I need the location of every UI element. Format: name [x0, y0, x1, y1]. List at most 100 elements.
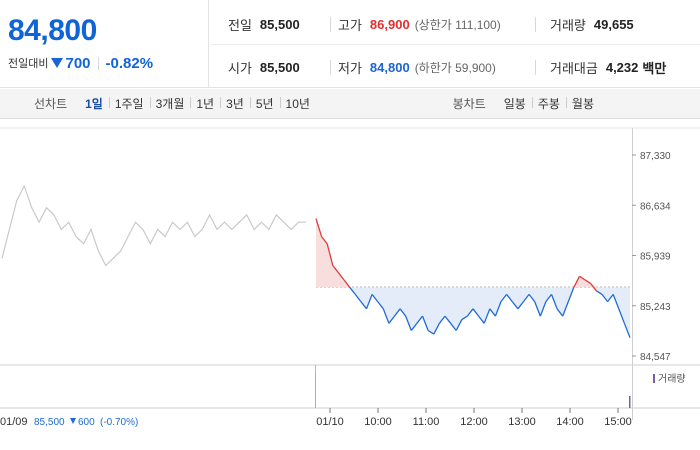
price-segment-down — [556, 308, 564, 317]
price-segment-down — [489, 308, 496, 317]
price-segment-down — [438, 315, 446, 324]
footer-rate: (-0.70%) — [100, 417, 138, 428]
stock-summary: 84,800 전일대비 700 -0.82% 전일 85,500 고가 86,9… — [0, 0, 700, 88]
daily-candle-tab[interactable]: 일봉 — [503, 97, 526, 111]
prev-day-date-label: 01/09 — [0, 416, 28, 428]
period-1y-tab[interactable]: 1년 — [190, 95, 220, 112]
x-tick-label: 12:00 — [460, 416, 488, 428]
x-tick-label: 01/10 — [316, 416, 344, 428]
price-segment-up — [579, 275, 586, 281]
price-segment-down — [612, 294, 620, 310]
open-label: 시가 — [228, 60, 252, 76]
lower-limit: (하한가 59,900) — [414, 60, 496, 75]
divider — [535, 17, 536, 32]
price-segment-down — [607, 294, 614, 302]
price-segment-down — [494, 301, 502, 317]
price-segment-down — [596, 290, 603, 295]
price-segment-down — [623, 323, 631, 338]
y-tick-label: 87,330 — [640, 151, 671, 162]
volume-value: 49,655 — [593, 16, 634, 32]
x-tick-label: 14:00 — [556, 416, 584, 428]
volume-label: 거래량 — [550, 17, 586, 33]
price-segment-down — [567, 286, 575, 302]
low-label: 저가 — [338, 60, 362, 76]
volume-legend-label: 거래량 — [658, 373, 686, 385]
monthly-candle-tab[interactable]: 월봉 — [565, 95, 600, 112]
y-tick-label: 84,547 — [640, 352, 671, 363]
price-segment-down — [377, 301, 384, 310]
price-segment-down — [388, 315, 396, 324]
y-tick-label: 85,939 — [640, 252, 671, 263]
change-row: 전일대비 700 -0.82% — [8, 54, 154, 72]
change-divider — [97, 56, 99, 70]
open-value: 85,500 — [259, 59, 300, 75]
price-segment-down — [500, 294, 508, 302]
prev-day-line — [1, 184, 306, 267]
price-segment-down — [354, 294, 362, 302]
price-segment-down — [618, 308, 626, 324]
prev-close-value: 85,500 — [259, 16, 300, 32]
price-segment-down — [601, 294, 609, 302]
low-price: 저가 84,800 (하한가 59,900) — [338, 57, 496, 77]
volume-legend-swatch — [653, 374, 655, 383]
price-segment-down — [562, 301, 569, 317]
price-segment-down — [393, 308, 401, 317]
price-segment-down — [382, 308, 390, 324]
price-segment-down — [517, 301, 525, 310]
x-tick-label: 11:00 — [413, 416, 440, 428]
change-rate: -0.82% — [105, 54, 154, 72]
price-segment-down — [466, 308, 474, 317]
price-segment-down — [539, 301, 547, 317]
price-segment-down — [545, 294, 553, 302]
period-10y-tab[interactable]: 10년 — [279, 95, 316, 112]
price-box: 84,800 전일대비 700 -0.82% — [0, 0, 209, 88]
change-amount: 700 — [65, 54, 91, 72]
divider — [330, 17, 331, 32]
volume: 거래량 49,655 — [550, 14, 634, 34]
price-segment-down — [461, 315, 468, 321]
price-segment-down — [550, 294, 558, 310]
period-1d-tab[interactable]: 1일 — [85, 97, 103, 111]
chart-svg: 87,330 86,634 85,939 85,243 84,547 거래량 01/10 10… — [0, 127, 700, 428]
price-segment-down — [371, 294, 379, 302]
price-segment-up — [573, 276, 581, 288]
divider — [330, 60, 331, 75]
x-tick-label: 13:00 — [508, 416, 536, 428]
price-segment-down — [455, 319, 463, 331]
down-arrow-icon — [51, 58, 64, 68]
price-segment-down — [360, 301, 368, 310]
footer-change: 600 — [78, 417, 95, 428]
up-area — [316, 218, 630, 288]
current-price: 84,800 — [8, 14, 97, 47]
price-segment-down — [478, 315, 485, 324]
row-divider — [210, 44, 700, 45]
prev-close-label: 전일 — [228, 17, 252, 33]
price-segment-down — [427, 329, 435, 335]
price-segment-up — [343, 279, 351, 288]
high-label: 고가 — [338, 17, 362, 33]
x-tick-label: 15:00 — [604, 416, 632, 428]
line-chart-title: 선차트 — [34, 97, 68, 111]
change-label: 전일대비 — [8, 58, 49, 70]
price-segment-down — [410, 322, 418, 331]
open-price: 시가 85,500 — [228, 57, 300, 77]
footer-price: 85,500 — [34, 417, 65, 428]
price-segment-up — [326, 243, 334, 266]
high-value: 86,900 — [369, 16, 410, 32]
trade-value: 거래대금 4,232 백만 — [550, 57, 666, 77]
price-segment-down — [433, 323, 440, 335]
period-3m-tab[interactable]: 3개월 — [149, 95, 191, 112]
period-5y-tab[interactable]: 5년 — [249, 95, 280, 112]
price-segment-down — [534, 301, 541, 317]
weekly-candle-tab[interactable]: 주봉 — [531, 95, 566, 112]
intraday-chart: 87,330 86,634 85,939 85,243 84,547 거래량 01/10 10… — [0, 120, 700, 450]
down-area — [316, 287, 630, 338]
volume-bar — [315, 373, 316, 408]
price-segment-down — [416, 315, 424, 324]
price-segment-down — [349, 286, 356, 295]
period-1w-tab[interactable]: 1주일 — [108, 95, 150, 112]
price-segment-up — [332, 265, 339, 274]
price-segment-down — [522, 294, 530, 302]
price-segment-down — [365, 294, 373, 310]
period-3y-tab[interactable]: 3년 — [220, 95, 250, 112]
